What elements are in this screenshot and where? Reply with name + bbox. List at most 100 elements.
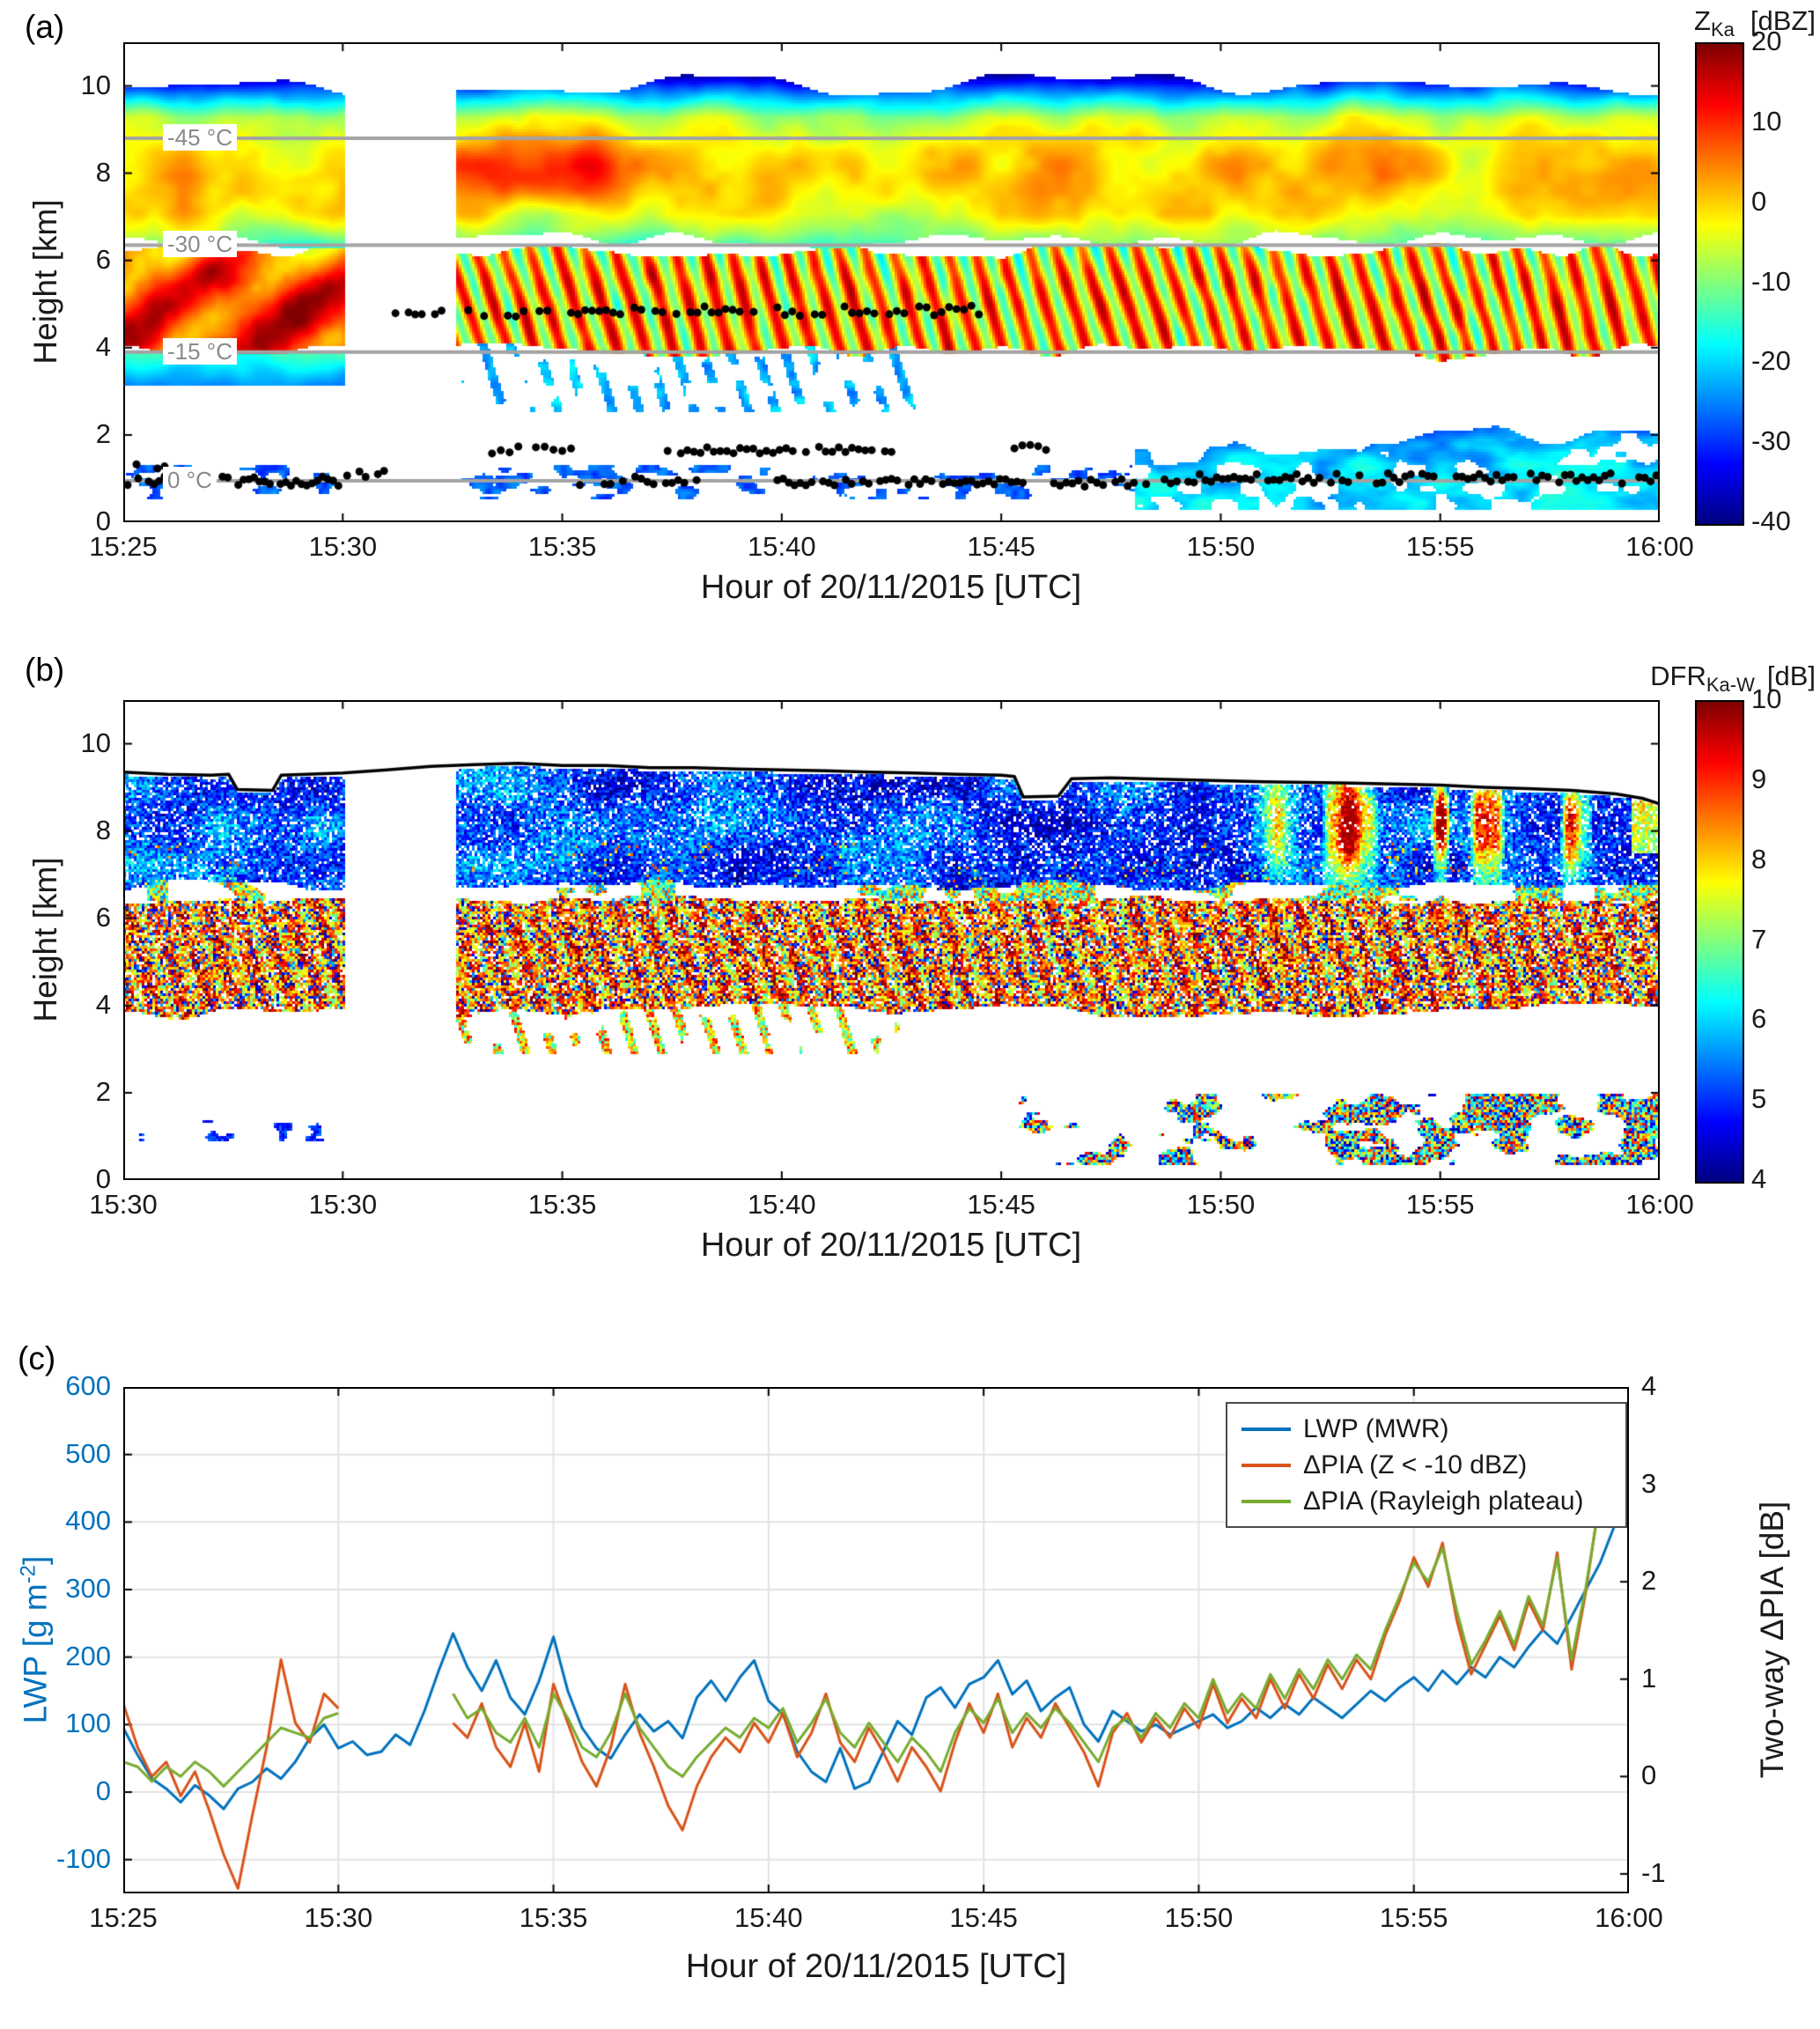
- temperature-label: -45 °C: [163, 124, 237, 151]
- x-tick-label: 15:30: [304, 1902, 373, 1933]
- x-tick-label: 15:40: [734, 1902, 803, 1933]
- panel-b-heatmap-canvas: [123, 700, 1660, 1180]
- panel-b-colorbar-title: DFRKa-W [dB]: [1650, 660, 1816, 697]
- x-tick-label: 15:40: [748, 1189, 816, 1220]
- legend-line-swatch: [1242, 1427, 1291, 1431]
- lwp-label-exponent: -2: [16, 1564, 41, 1584]
- x-tick-label: 15:35: [527, 1189, 597, 1220]
- colorbar-b-subscript: Ka-W: [1706, 674, 1755, 697]
- x-tick-label: 16:00: [1625, 1189, 1694, 1220]
- panel-c-right-tick-label: 0: [1641, 1760, 1657, 1791]
- colorbar-tick-label: 9: [1751, 763, 1767, 794]
- y-tick-label: 6: [95, 901, 111, 933]
- colorbar-tick-label: -20: [1751, 345, 1791, 377]
- panel-c-left-tick-label: -100: [55, 1842, 111, 1874]
- y-tick-label: 4: [95, 988, 111, 1020]
- x-tick-label: 16:00: [1625, 531, 1694, 562]
- y-tick-label: 0: [95, 505, 111, 536]
- x-tick-label: 15:30: [308, 1189, 378, 1220]
- panel-b-xlabel: Hour of 20/11/2015 [UTC]: [700, 1227, 1082, 1264]
- panel-a-label: (a): [25, 9, 65, 45]
- x-tick-label: 15:45: [967, 1189, 1035, 1220]
- temperature-label: -15 °C: [163, 337, 237, 365]
- panel-b-label: (b): [25, 652, 65, 688]
- panel-a-heatmap-canvas: [123, 42, 1660, 522]
- colorbar-tick-label: 20: [1751, 26, 1782, 56]
- colorbar-tick-label: -10: [1751, 265, 1791, 297]
- panel-c-left-tick-label: 100: [65, 1708, 111, 1739]
- legend-item: ΔPIA (Rayleigh plateau): [1227, 1483, 1625, 1519]
- legend-item: LWP (MWR): [1227, 1411, 1625, 1447]
- x-tick-label: 15:35: [527, 531, 597, 562]
- colorbar-b-unit: [dB]: [1766, 660, 1816, 691]
- panel-b-colorbar: [1695, 700, 1744, 1184]
- legend-line-swatch: [1242, 1499, 1291, 1503]
- colorbar-tick-label: 10: [1751, 683, 1782, 714]
- y-tick-label: 2: [95, 417, 111, 449]
- panel-c-left-tick-label: 200: [65, 1640, 111, 1671]
- x-tick-label: 15:45: [967, 531, 1035, 562]
- legend-label: ΔPIA (Rayleigh plateau): [1303, 1486, 1584, 1516]
- panel-c-ylabel-right: Two-way ΔPIA [dB]: [1754, 1501, 1790, 1779]
- colorbar-tick-label: 5: [1751, 1083, 1767, 1115]
- colorbar-tick-label: 8: [1751, 843, 1767, 874]
- x-tick-label: 15:30: [89, 1189, 158, 1220]
- colorbar-a-symbol: Z: [1694, 5, 1711, 36]
- panel-a-colorbar-title: ZKa [dBZ]: [1694, 5, 1816, 41]
- lwp-label-bracket: ]: [17, 1555, 54, 1565]
- panel-a-colorbar: [1695, 42, 1744, 526]
- x-tick-label: 15:40: [748, 531, 816, 562]
- y-tick-label: 6: [95, 243, 111, 275]
- y-tick-label: 8: [95, 156, 111, 188]
- panel-c-right-tick-label: 2: [1641, 1565, 1657, 1597]
- y-tick-label: 10: [80, 69, 111, 100]
- panel-c-right-tick-label: -1: [1641, 1856, 1666, 1888]
- temperature-label: -30 °C: [163, 231, 237, 258]
- x-tick-label: 15:50: [1186, 1189, 1256, 1220]
- y-tick-label: 8: [95, 814, 111, 845]
- colorbar-tick-label: -30: [1751, 425, 1791, 457]
- panel-c-left-tick-label: 600: [65, 1370, 111, 1401]
- x-tick-label: 15:55: [1405, 531, 1475, 562]
- panel-c-right-tick-label: 1: [1641, 1662, 1657, 1693]
- x-tick-label: 15:50: [1164, 1902, 1234, 1933]
- panel-c-xlabel: Hour of 20/11/2015 [UTC]: [685, 1948, 1067, 1985]
- legend-line-swatch: [1242, 1463, 1291, 1467]
- panel-c-left-tick-label: 500: [65, 1437, 111, 1469]
- y-tick-label: 0: [95, 1163, 111, 1194]
- panel-a-xlabel: Hour of 20/11/2015 [UTC]: [700, 569, 1082, 606]
- x-tick-label: 15:35: [519, 1902, 588, 1933]
- y-tick-label: 2: [95, 1075, 111, 1107]
- x-tick-label: 16:00: [1595, 1902, 1663, 1933]
- x-tick-label: 15:25: [89, 1902, 158, 1933]
- colorbar-b-symbol: DFR: [1650, 660, 1706, 691]
- legend-label: LWP (MWR): [1303, 1413, 1449, 1443]
- panel-c-right-tick-label: 3: [1641, 1467, 1657, 1499]
- colorbar-a-unit: [dBZ]: [1750, 5, 1816, 36]
- colorbar-tick-label: 4: [1751, 1163, 1767, 1194]
- x-tick-label: 15:50: [1186, 531, 1256, 562]
- panel-c-left-tick-label: 400: [65, 1505, 111, 1537]
- x-tick-label: 15:45: [949, 1902, 1018, 1933]
- x-tick-label: 15:55: [1405, 1189, 1475, 1220]
- panel-c-left-tick-label: 0: [95, 1775, 111, 1806]
- colorbar-tick-label: -40: [1751, 505, 1791, 536]
- colorbar-tick-label: 7: [1751, 923, 1767, 955]
- panel-c-right-tick-label: 4: [1641, 1370, 1657, 1401]
- x-tick-label: 15:25: [89, 531, 158, 562]
- y-tick-label: 10: [80, 727, 111, 758]
- colorbar-tick-label: 0: [1751, 185, 1767, 217]
- panel-c-left-tick-label: 300: [65, 1573, 111, 1604]
- legend-label: ΔPIA (Z < -10 dBZ): [1303, 1450, 1528, 1479]
- colorbar-tick-label: 10: [1751, 105, 1782, 136]
- y-tick-label: 4: [95, 330, 111, 362]
- colorbar-tick-label: 6: [1751, 1003, 1767, 1035]
- temperature-label: 0 °C: [163, 466, 217, 493]
- x-tick-label: 15:30: [308, 531, 378, 562]
- legend-item: ΔPIA (Z < -10 dBZ): [1227, 1447, 1625, 1483]
- legend: LWP (MWR) ΔPIA (Z < -10 dBZ) ΔPIA (Rayleig…: [1226, 1402, 1627, 1528]
- x-tick-label: 15:55: [1379, 1902, 1448, 1933]
- panel-c-label: (c): [18, 1340, 56, 1376]
- colorbar-a-subscript: Ka: [1710, 18, 1735, 41]
